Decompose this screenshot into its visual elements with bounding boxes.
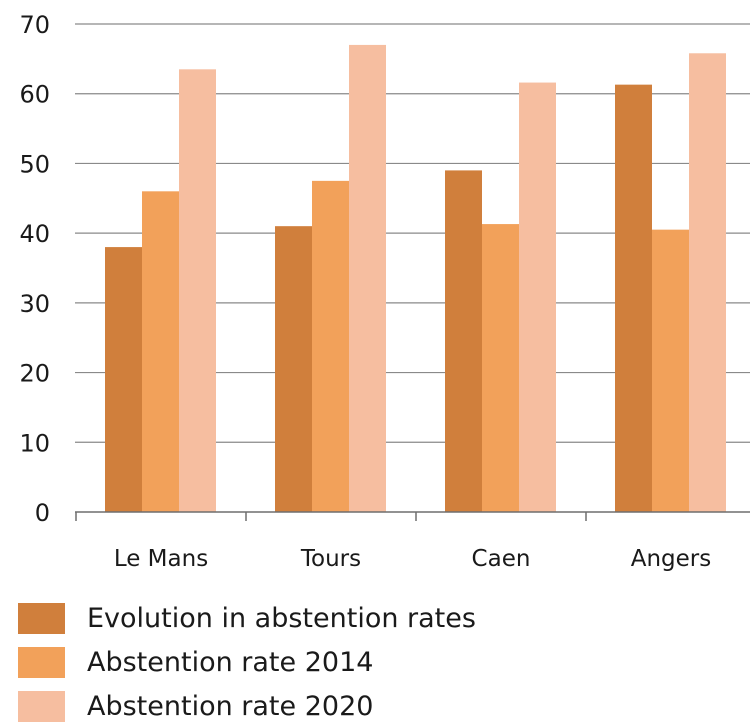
x-category-label: Angers [631, 546, 712, 572]
y-tick-label: 20 [19, 360, 50, 388]
bar [519, 82, 556, 512]
y-tick-label: 10 [19, 429, 50, 457]
y-tick-label: 50 [19, 150, 50, 178]
bar [482, 224, 519, 512]
bars [105, 44, 726, 513]
y-tick-label: 40 [19, 220, 50, 248]
y-tick-label: 30 [19, 290, 50, 318]
legend-item-2014: Abstention rate 2014 [18, 640, 476, 684]
bar-chart: 0 10 20 30 40 50 60 70 Le Mans Tours Caen Angers [19, 11, 750, 572]
bar [105, 247, 142, 513]
legend-item-evolution: Evolution in abstention rates [18, 596, 476, 640]
legend-item-2020: Abstention rate 2020 [18, 684, 476, 728]
legend-swatch-2020 [18, 690, 65, 722]
bar [349, 44, 386, 513]
y-tick-labels: 0 10 20 30 40 50 60 70 [19, 11, 50, 527]
bar [312, 180, 349, 512]
y-tick-label: 70 [19, 11, 50, 39]
x-category-label: Le Mans [114, 546, 208, 572]
y-tick-label: 60 [19, 81, 50, 109]
x-axis [75, 511, 750, 521]
legend-label-2014: Abstention rate 2014 [87, 646, 374, 678]
bar [142, 191, 179, 513]
x-category-labels: Le Mans Tours Caen Angers [114, 546, 711, 572]
y-tick-label: 0 [35, 499, 50, 527]
bar [275, 226, 312, 512]
legend-label-evolution: Evolution in abstention rates [87, 602, 476, 634]
legend: Evolution in abstention rates Abstention… [18, 596, 476, 728]
bar [689, 53, 726, 512]
bar [179, 69, 216, 513]
x-category-label: Caen [472, 546, 531, 572]
legend-label-2020: Abstention rate 2020 [87, 690, 374, 722]
legend-swatch-evolution [18, 602, 65, 634]
bar [652, 229, 689, 512]
bar [615, 84, 652, 512]
x-category-label: Tours [300, 546, 361, 572]
legend-swatch-2014 [18, 646, 65, 678]
bar [445, 170, 482, 512]
